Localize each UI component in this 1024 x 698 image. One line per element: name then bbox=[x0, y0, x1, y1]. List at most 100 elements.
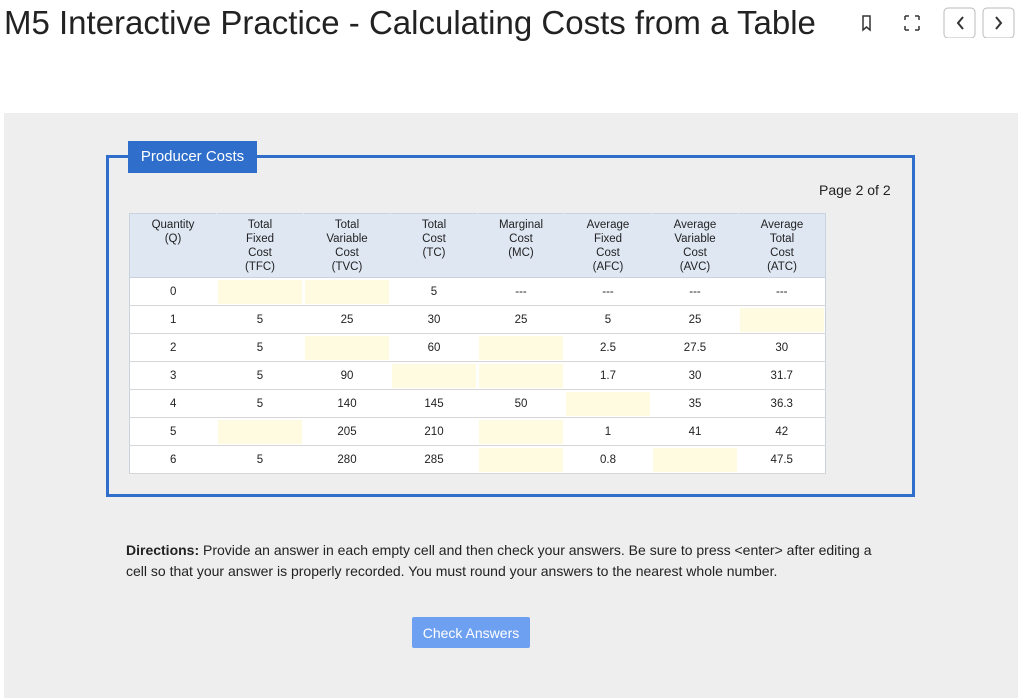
table-cell: 5 bbox=[564, 305, 652, 334]
answer-input[interactable] bbox=[305, 279, 389, 304]
answer-cell bbox=[216, 277, 304, 306]
next-button[interactable] bbox=[982, 7, 1015, 38]
table-cell: 5 bbox=[216, 333, 304, 362]
column-header: Average Total Cost (ATC) bbox=[738, 213, 826, 278]
table-cell: 35 bbox=[651, 389, 739, 418]
column-header: Total Fixed Cost (TFC) bbox=[216, 213, 304, 278]
bookmark-icon[interactable] bbox=[862, 15, 871, 32]
answer-input[interactable] bbox=[305, 335, 389, 360]
answer-input[interactable] bbox=[392, 363, 476, 388]
table-row: 0 5 --- --- --- --- bbox=[129, 277, 826, 306]
answer-input[interactable] bbox=[479, 447, 563, 472]
answer-input[interactable] bbox=[739, 307, 824, 332]
table-cell: 27.5 bbox=[651, 333, 739, 362]
table-cell: 0 bbox=[129, 277, 217, 306]
table-cell: --- bbox=[564, 277, 652, 306]
fieldset-legend: Producer Costs bbox=[128, 141, 257, 173]
check-answers-button[interactable]: Check Answers bbox=[412, 617, 530, 648]
table-cell: 210 bbox=[390, 417, 478, 446]
table-cell: 4 bbox=[129, 389, 217, 418]
table-cell: 5 bbox=[216, 361, 304, 390]
answer-input[interactable] bbox=[566, 391, 650, 416]
table-cell: 50 bbox=[477, 389, 565, 418]
table-cell: 6 bbox=[129, 445, 217, 474]
table-cell: 1.7 bbox=[564, 361, 652, 390]
table-cell: 5 bbox=[216, 305, 304, 334]
table-cell: 90 bbox=[303, 361, 391, 390]
answer-cell bbox=[651, 445, 739, 474]
fullscreen-icon[interactable] bbox=[904, 15, 920, 31]
answer-cell bbox=[477, 333, 565, 362]
directions: Directions: Provide an answer in each em… bbox=[126, 540, 896, 582]
table-cell: --- bbox=[477, 277, 565, 306]
header-row: Quantity (Q) Total Fixed Cost (TFC) Total … bbox=[129, 213, 826, 278]
next-icon bbox=[995, 16, 1003, 30]
table-cell: 0.8 bbox=[564, 445, 652, 474]
table-cell: 2 bbox=[129, 333, 217, 362]
table-cell: 25 bbox=[477, 305, 565, 334]
table-row: 1 5 25 30 25 5 25 bbox=[129, 305, 826, 334]
table-cell: 285 bbox=[390, 445, 478, 474]
answer-cell bbox=[564, 389, 652, 418]
answer-cell bbox=[303, 277, 391, 306]
table-cell: 42 bbox=[738, 417, 826, 446]
table-row: 3 5 90 1.7 30 31.7 bbox=[129, 361, 826, 390]
directions-label: Directions: bbox=[126, 542, 200, 558]
column-header: Average Fixed Cost (AFC) bbox=[564, 213, 652, 278]
table-cell: 60 bbox=[390, 333, 478, 362]
table-cell: 30 bbox=[738, 333, 826, 362]
prev-icon bbox=[956, 16, 964, 30]
column-header: Marginal Cost (MC) bbox=[477, 213, 565, 278]
table-cell: --- bbox=[738, 277, 826, 306]
table-cell: 31.7 bbox=[738, 361, 826, 390]
answer-input[interactable] bbox=[479, 363, 563, 388]
table-cell: 1 bbox=[564, 417, 652, 446]
column-header: Total Cost (TC) bbox=[390, 213, 478, 278]
answer-cell bbox=[303, 333, 391, 362]
table-cell: 30 bbox=[390, 305, 478, 334]
table-cell: 205 bbox=[303, 417, 391, 446]
answer-input[interactable] bbox=[479, 419, 563, 444]
toolbar bbox=[862, 7, 1015, 38]
table-cell: 25 bbox=[651, 305, 739, 334]
answer-input[interactable] bbox=[479, 335, 563, 360]
table-cell: 30 bbox=[651, 361, 739, 390]
page-indicator: Page 2 of 2 bbox=[819, 182, 891, 198]
column-header: Quantity (Q) bbox=[129, 213, 217, 278]
table-cell: 36.3 bbox=[738, 389, 826, 418]
table-cell: 41 bbox=[651, 417, 739, 446]
table-cell: 280 bbox=[303, 445, 391, 474]
answer-cell bbox=[738, 305, 826, 334]
table-cell: 1 bbox=[129, 305, 217, 334]
table-cell: 5 bbox=[216, 445, 304, 474]
title: M5 Interactive Practice - Calculating Co… bbox=[4, 4, 816, 41]
answer-cell bbox=[477, 361, 565, 390]
table-cell: 5 bbox=[129, 417, 217, 446]
answer-cell bbox=[477, 417, 565, 446]
prev-button[interactable] bbox=[943, 7, 976, 38]
table-cell: 47.5 bbox=[738, 445, 826, 474]
table-cell: 2.5 bbox=[564, 333, 652, 362]
cost-table: Quantity (Q) Total Fixed Cost (TFC) Total … bbox=[129, 213, 826, 474]
table-cell: 3 bbox=[129, 361, 217, 390]
answer-input[interactable] bbox=[218, 419, 302, 444]
answer-cell bbox=[477, 445, 565, 474]
table-row: 4 5 140 145 50 35 36.3 bbox=[129, 389, 826, 418]
column-header: Average Variable Cost (AVC) bbox=[651, 213, 739, 278]
fieldset bbox=[106, 155, 915, 497]
table-cell: --- bbox=[651, 277, 739, 306]
table-cell: 5 bbox=[390, 277, 478, 306]
directions-text: Provide an answer in each empty cell and… bbox=[126, 542, 872, 579]
answer-cell bbox=[216, 417, 304, 446]
table-row: 6 5 280 285 0.8 47.5 bbox=[129, 445, 826, 474]
table-cell: 140 bbox=[303, 389, 391, 418]
answer-input[interactable] bbox=[653, 447, 737, 472]
table-row: 5 205 210 1 41 42 bbox=[129, 417, 826, 446]
answer-input[interactable] bbox=[218, 279, 302, 304]
answer-cell bbox=[390, 361, 478, 390]
table-row: 2 5 60 2.5 27.5 30 bbox=[129, 333, 826, 362]
table-cell: 25 bbox=[303, 305, 391, 334]
table-cell: 145 bbox=[390, 389, 478, 418]
column-header: Total Variable Cost (TVC) bbox=[303, 213, 391, 278]
